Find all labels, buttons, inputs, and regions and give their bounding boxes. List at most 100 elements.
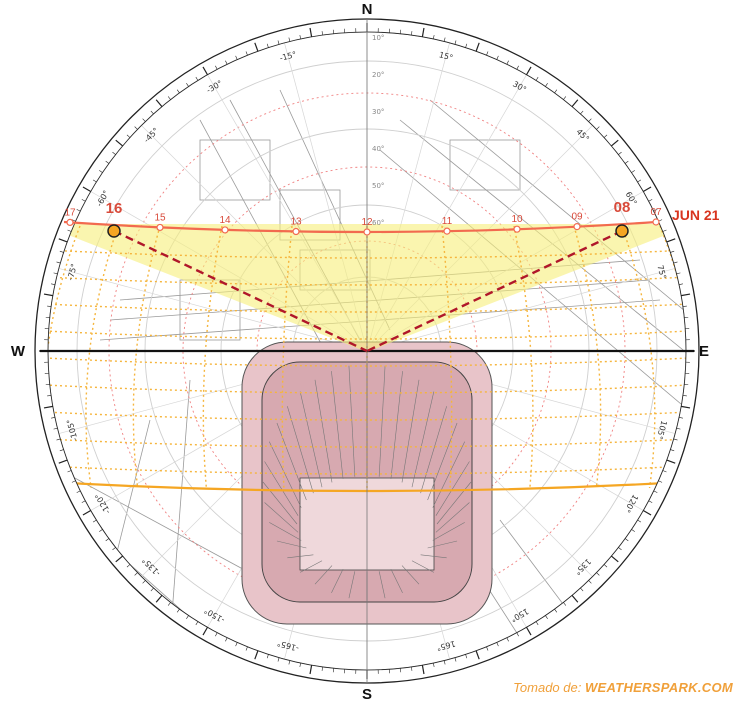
stand-ray [420, 554, 447, 559]
compass-tick [235, 642, 238, 647]
altitude-label: 10° [372, 34, 384, 42]
compass-tick [678, 283, 684, 285]
compass-tick [134, 572, 138, 576]
compass-tick [443, 37, 446, 42]
compass-tick [411, 31, 413, 36]
compass-tick [618, 547, 622, 551]
hour-label-11: 11 [442, 216, 453, 227]
compass-tick [618, 151, 622, 155]
compass-tick [277, 657, 280, 662]
cardinal-north: N [362, 1, 373, 18]
compass-tick [50, 417, 56, 419]
compass-tick [486, 646, 489, 651]
compass-tick [596, 572, 600, 576]
stand-ray [432, 522, 465, 541]
compass-tick [525, 626, 532, 636]
compass-tick [535, 621, 539, 626]
compass-tick [186, 83, 189, 87]
stand-ray [264, 502, 299, 533]
compass-tick [666, 238, 676, 243]
compass-tick [215, 632, 218, 637]
band-altitude-line [48, 303, 686, 313]
compass-tick [56, 261, 61, 264]
stand-ray [427, 540, 458, 549]
compass-tick [631, 170, 635, 173]
compass-tick [155, 99, 163, 108]
hour-label-13: 13 [290, 217, 302, 228]
compass-tick [563, 96, 567, 100]
stand-ray [411, 391, 435, 488]
compass-tick [486, 51, 489, 56]
stand-ray [435, 461, 470, 516]
compass-tick [535, 76, 539, 81]
compass-tick [662, 229, 667, 232]
compass-tick [681, 293, 691, 297]
compass-tick [588, 580, 592, 584]
stand-ray [276, 540, 307, 549]
hour-dot [221, 226, 229, 234]
stand-ray [420, 406, 447, 494]
band-altitude-line [48, 384, 686, 394]
band-hour-line [132, 225, 161, 489]
sun-path-date: JUN 21 [672, 207, 720, 223]
compass-tick [642, 509, 652, 516]
compass-tick [195, 621, 199, 626]
compass-tick [603, 564, 608, 568]
compass-tick [186, 615, 189, 619]
compass-tick [266, 43, 269, 48]
compass-tick [288, 660, 291, 665]
compass-tick [682, 395, 687, 397]
stand-ray [378, 365, 386, 477]
compass-tick [299, 662, 301, 668]
hour-dot [66, 218, 74, 227]
compass-tick [673, 261, 678, 264]
compass-tick [670, 250, 675, 253]
band-hour-line [659, 225, 686, 489]
compass-tick [563, 602, 567, 606]
compass-tick [254, 650, 259, 660]
cardinal-west: W [11, 343, 26, 360]
compass-tick [299, 34, 301, 40]
hour-label-14: 14 [219, 215, 231, 226]
compass-tick [421, 665, 425, 675]
compass-tick [309, 27, 313, 37]
compass-tick [142, 580, 146, 584]
hour-label-17: 17 [64, 207, 76, 218]
compass-tick [580, 110, 584, 115]
stand-ray [432, 441, 465, 508]
band-hour-line [573, 225, 602, 489]
stand-ray [436, 481, 472, 525]
compass-tick [81, 500, 86, 503]
stand-ray [287, 406, 314, 494]
compass-tick [588, 118, 592, 122]
stand-ray [299, 391, 323, 488]
azimuth-label: -15° [279, 50, 298, 63]
compass-tick [176, 89, 180, 94]
stand-ray [348, 365, 356, 477]
band-hour-line [48, 225, 81, 489]
compass-tick [545, 83, 548, 87]
compass-tick [676, 272, 681, 275]
azimuth-label: 75° [655, 264, 667, 280]
compass-tick [126, 564, 131, 568]
compass-tick [53, 427, 58, 430]
compass-tick [202, 66, 209, 76]
compass-tick [433, 662, 435, 668]
compass-tick [167, 96, 171, 100]
stand-ray [300, 560, 323, 573]
compass-tick [134, 126, 138, 130]
compass-tick [59, 250, 64, 253]
compass-tick [167, 602, 171, 606]
compass-tick [71, 480, 76, 483]
sun-ray-16 [113, 229, 368, 353]
compass-tick [475, 650, 480, 660]
compass-tick [112, 547, 116, 551]
altitude-label: 60° [372, 219, 384, 227]
compass-tick [411, 666, 413, 671]
compass-tick [43, 293, 53, 297]
band-altitude-line [48, 330, 686, 340]
compass-tick [653, 209, 658, 212]
compass-tick [506, 637, 509, 642]
compass-tick [288, 37, 291, 42]
